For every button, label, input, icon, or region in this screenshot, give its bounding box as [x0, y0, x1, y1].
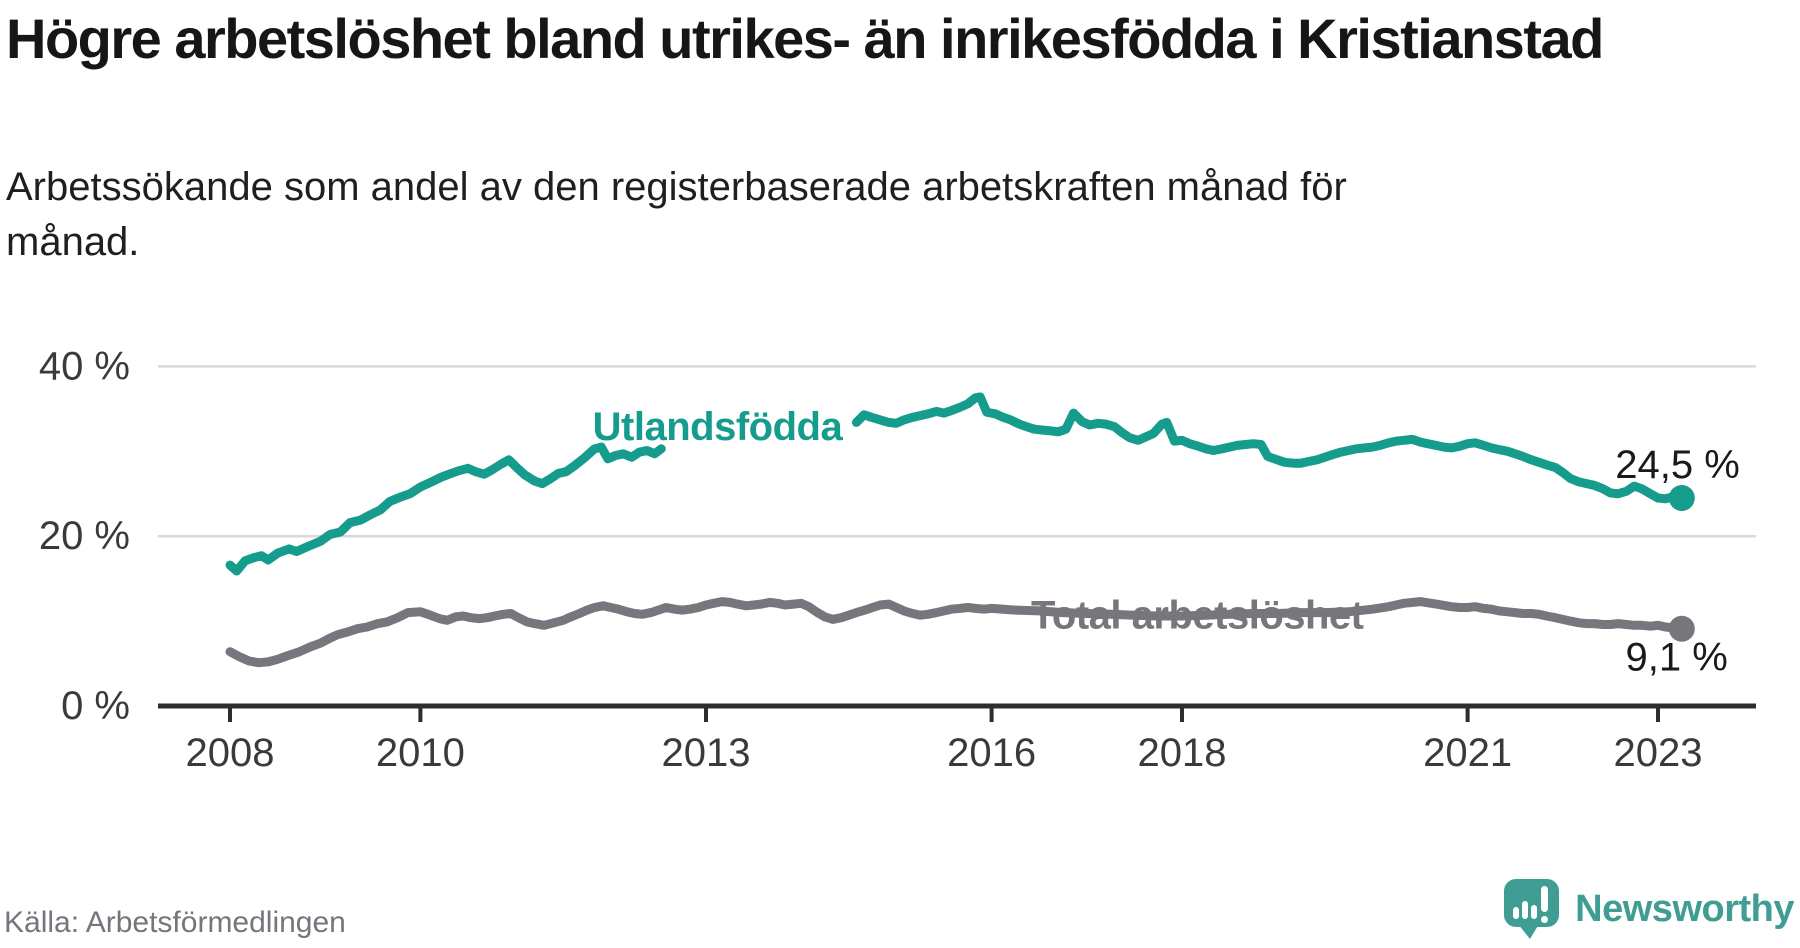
bar-medium — [1531, 905, 1538, 919]
exclamation-bar — [1541, 886, 1549, 912]
y-tick-label-40: 40 % — [39, 344, 130, 388]
x-tick-label-2008: 2008 — [186, 731, 275, 775]
series-line-total-arbetsl-shet-seg0 — [225, 597, 1687, 668]
page-title: Högre arbetslöshet bland utrikes- än inr… — [6, 7, 1604, 70]
bar-tall — [1522, 901, 1529, 919]
end-dot-total-arbetsl-shet — [1668, 615, 1695, 642]
x-tick-label-2021: 2021 — [1423, 731, 1512, 775]
brand-lockup: Newsworthy — [1503, 878, 1794, 940]
y-tick-label-20: 20 % — [39, 514, 130, 558]
x-tick-label-2016: 2016 — [947, 731, 1036, 775]
end-value-label-total: 9,1 % — [1626, 636, 1728, 680]
series-line-utlandsf-dda-seg0 — [225, 442, 666, 576]
end-value-label-utlandsfodda: 24,5 % — [1615, 443, 1740, 487]
chart-subtitle: Arbetssökande som andel av den registerb… — [6, 165, 1347, 265]
series-line-utlandsf-dda-seg1 — [851, 392, 1687, 504]
end-dot-utlandsf-dda — [1668, 484, 1695, 511]
newsworthy-logo-icon — [1504, 879, 1560, 939]
brand-wordmark: Newsworthy — [1575, 888, 1794, 930]
series-label-total-arbetsl-shet: Total arbetslöshet — [1031, 593, 1364, 637]
series-label-utlandsf-dda: Utlandsfödda — [593, 405, 844, 449]
x-tick-label-2013: 2013 — [662, 731, 751, 775]
x-tick-label-2010: 2010 — [376, 731, 465, 775]
x-tick-label-2018: 2018 — [1138, 731, 1227, 775]
exclamation-dot — [1541, 916, 1549, 923]
source-note: Källa: Arbetsförmedlingen — [4, 906, 346, 939]
speech-bubble-tail — [1518, 924, 1540, 939]
x-tick-label-2023: 2023 — [1614, 731, 1703, 775]
y-tick-label-0: 0 % — [61, 684, 130, 728]
bar-small — [1513, 907, 1520, 919]
